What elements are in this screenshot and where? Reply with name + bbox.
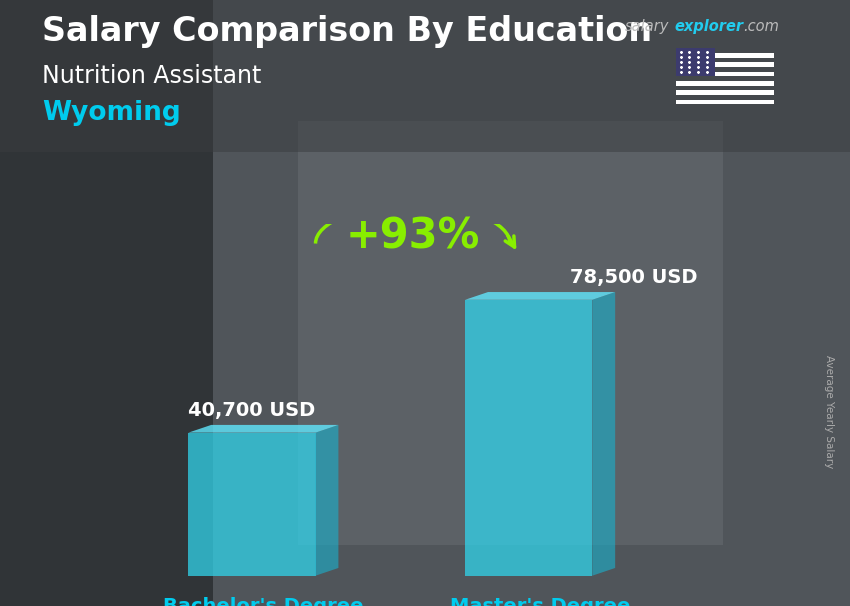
Text: salary: salary xyxy=(625,19,669,35)
Text: Nutrition Assistant: Nutrition Assistant xyxy=(42,64,262,88)
Polygon shape xyxy=(189,425,338,433)
Bar xyxy=(676,62,774,67)
Bar xyxy=(676,53,774,58)
Text: +93%: +93% xyxy=(346,216,480,258)
Bar xyxy=(0,0,850,152)
Text: Salary Comparison By Education: Salary Comparison By Education xyxy=(42,15,653,48)
Polygon shape xyxy=(189,433,315,576)
Text: Master's Degree: Master's Degree xyxy=(450,597,631,606)
Bar xyxy=(676,90,774,95)
Text: .com: .com xyxy=(743,19,779,35)
Bar xyxy=(676,48,715,76)
Polygon shape xyxy=(465,292,615,300)
Text: Bachelor's Degree: Bachelor's Degree xyxy=(163,597,364,606)
Bar xyxy=(298,121,722,545)
Polygon shape xyxy=(592,292,615,576)
Text: Wyoming: Wyoming xyxy=(42,100,181,126)
Polygon shape xyxy=(465,300,592,576)
Text: 40,700 USD: 40,700 USD xyxy=(189,401,315,421)
Bar xyxy=(676,81,774,86)
Bar xyxy=(676,100,774,104)
Text: 78,500 USD: 78,500 USD xyxy=(570,268,697,287)
Text: Average Yearly Salary: Average Yearly Salary xyxy=(824,356,834,468)
Text: explorer: explorer xyxy=(674,19,743,35)
Bar xyxy=(212,0,850,606)
Bar xyxy=(676,72,774,76)
Bar xyxy=(0,0,212,606)
Polygon shape xyxy=(315,425,338,576)
